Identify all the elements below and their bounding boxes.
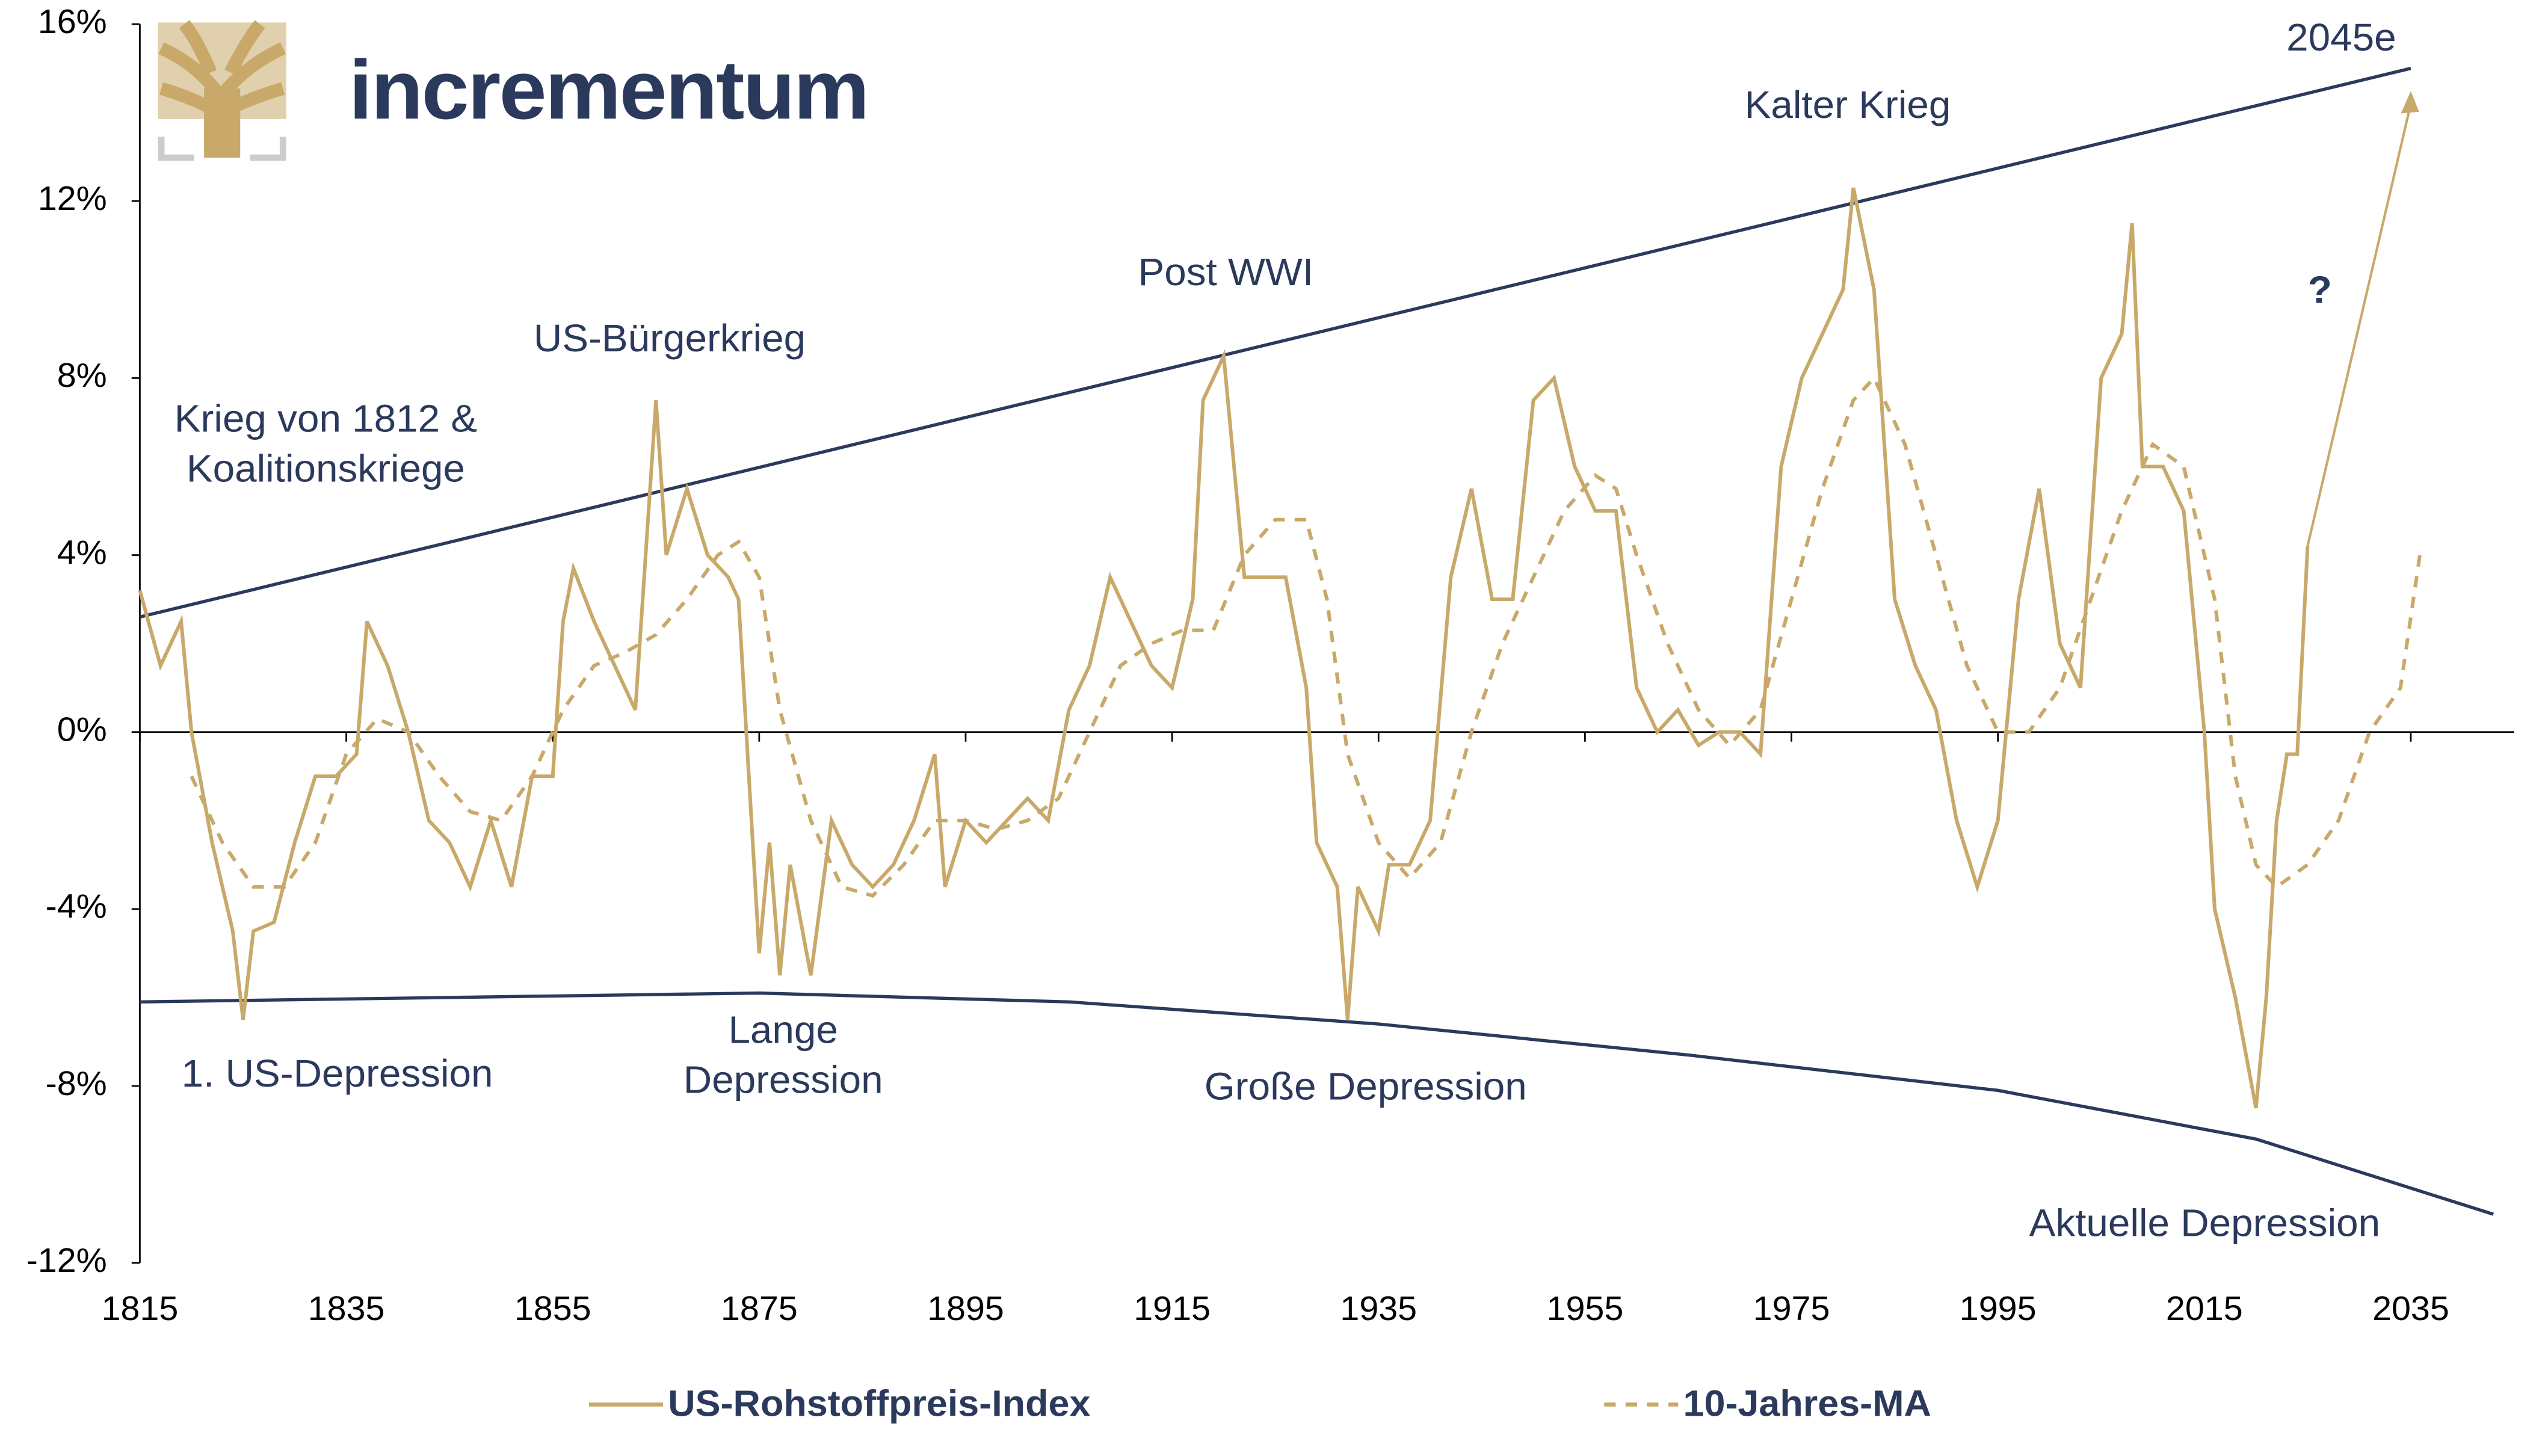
y-tick-label: -4% xyxy=(46,888,107,925)
annotation: Lange xyxy=(728,1008,838,1051)
x-tick-label: 1835 xyxy=(308,1291,385,1328)
logo-text: incrementum xyxy=(349,43,868,137)
annotation: Krieg von 1812 & xyxy=(174,396,477,440)
annotation: ? xyxy=(2308,268,2332,311)
annotation: Kalter Krieg xyxy=(1745,83,1951,126)
logo-icon xyxy=(158,20,286,161)
annotation: Aktuelle Depression xyxy=(2029,1201,2381,1244)
annotation: Depression xyxy=(683,1058,883,1101)
annotation: Große Depression xyxy=(1205,1064,1527,1108)
x-tick-label: 1815 xyxy=(102,1291,179,1328)
y-tick-label: 4% xyxy=(57,534,107,572)
trend-line xyxy=(140,991,2494,1216)
y-tick-label: 16% xyxy=(38,4,107,41)
y-tick-label: 8% xyxy=(57,357,107,395)
legend-label: US-Rohstoffpreis-Index xyxy=(668,1383,1091,1424)
arrow-head xyxy=(2401,91,2419,114)
trend-line xyxy=(139,67,2411,619)
x-tick-label: 1875 xyxy=(721,1291,798,1328)
x-tick-label: 2035 xyxy=(2372,1291,2449,1328)
legend-label: 10-Jahres-MA xyxy=(1683,1383,1931,1424)
x-tick-label: 1975 xyxy=(1753,1291,1830,1328)
annotation: 2045e xyxy=(2286,15,2396,58)
annotation: Post WWI xyxy=(1138,250,1313,294)
x-tick-label: 1995 xyxy=(1960,1291,2037,1328)
annotation: US-Bürgerkrieg xyxy=(534,316,806,360)
arrow xyxy=(2306,103,2412,547)
y-tick-label: -12% xyxy=(26,1242,107,1280)
x-tick-label: 2015 xyxy=(2166,1291,2243,1328)
annotation: Koalitionskriege xyxy=(187,446,465,490)
y-tick-label: 0% xyxy=(57,711,107,748)
x-tick-label: 1855 xyxy=(514,1291,591,1328)
annotation: 1. US-Depression xyxy=(182,1052,493,1095)
x-tick-label: 1955 xyxy=(1547,1291,1624,1328)
y-tick-label: 12% xyxy=(38,180,107,218)
series-line xyxy=(190,375,2423,898)
x-tick-label: 1895 xyxy=(927,1291,1004,1328)
series-line xyxy=(138,187,2310,1109)
y-tick-label: -8% xyxy=(46,1065,107,1102)
x-tick-label: 1915 xyxy=(1134,1291,1211,1328)
x-tick-label: 1935 xyxy=(1340,1291,1417,1328)
